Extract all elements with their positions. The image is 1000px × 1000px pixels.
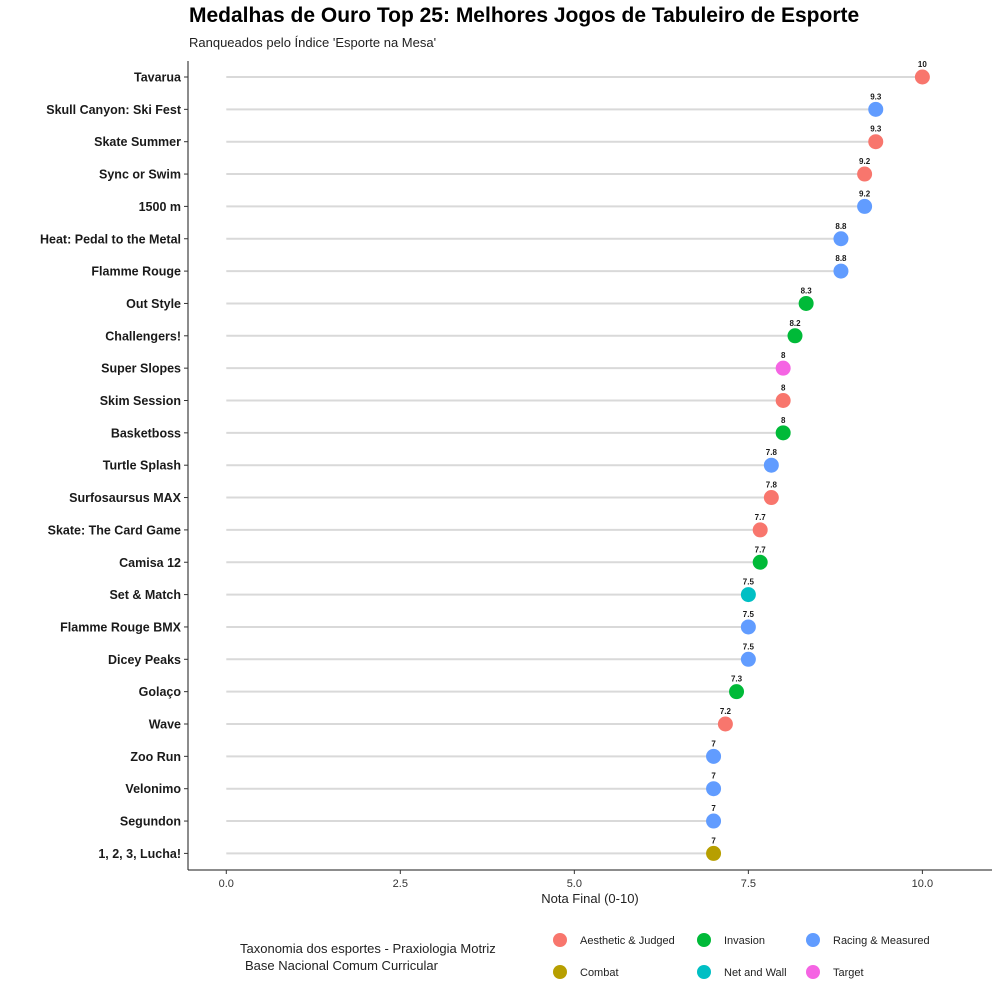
category-label: Flamme Rouge BMX <box>60 620 182 634</box>
data-point <box>798 295 814 311</box>
data-label: 7.7 <box>755 545 767 554</box>
category-label: 1500 m <box>139 200 181 214</box>
category-label: Turtle Splash <box>103 459 181 473</box>
data-label: 8 <box>781 416 786 425</box>
category-label: Out Style <box>126 297 181 311</box>
x-tick-label: 5.0 <box>567 878 582 890</box>
data-point <box>787 328 803 344</box>
data-label: 7 <box>711 772 716 781</box>
category-label: Golaço <box>139 685 182 699</box>
data-label: 8 <box>781 351 786 360</box>
data-point <box>775 425 791 441</box>
data-label: 9.3 <box>870 92 882 101</box>
category-label: Surfosaursus MAX <box>69 491 181 505</box>
data-point <box>833 263 849 279</box>
legend-key-racing <box>806 933 820 947</box>
data-point <box>775 393 791 408</box>
data-label: 7.5 <box>743 642 755 651</box>
legend-key-target <box>806 965 820 979</box>
category-label: Skate Summer <box>94 135 181 149</box>
data-label: 7.5 <box>743 610 755 619</box>
data-label: 7.8 <box>766 448 778 457</box>
legend-key-aesthetic <box>553 933 567 947</box>
legend-label-target: Target <box>833 967 864 979</box>
data-point <box>868 101 884 117</box>
x-tick-label: 7.5 <box>741 878 756 890</box>
legend-title-line-2: Base Nacional Comum Curricular <box>245 958 438 973</box>
category-label: Skim Session <box>100 394 181 408</box>
data-label: 8.8 <box>835 254 847 263</box>
category-label: Dicey Peaks <box>108 653 181 667</box>
category-label: Wave <box>149 718 181 732</box>
category-label: Skull Canyon: Ski Fest <box>46 103 182 117</box>
data-label: 8 <box>781 384 786 393</box>
data-point <box>740 619 756 635</box>
legend-label-invasion: Invasion <box>724 935 765 947</box>
data-point <box>706 813 722 829</box>
category-label: Sync or Swim <box>99 168 181 182</box>
legend-title-line-1: Taxonomia dos esportes - Praxiologia Mot… <box>240 941 496 956</box>
data-point <box>706 845 722 861</box>
category-label: Camisa 12 <box>119 556 181 570</box>
data-label: 8.2 <box>789 319 801 328</box>
data-point <box>868 134 884 150</box>
category-label: Segundon <box>120 815 181 829</box>
x-tick-label: 2.5 <box>393 878 408 890</box>
category-label: Set & Match <box>109 588 181 602</box>
data-label: 9.2 <box>859 157 871 166</box>
category-label: Heat: Pedal to the Metal <box>40 232 181 246</box>
legend-label-combat: Combat <box>580 967 619 979</box>
category-label: Challengers! <box>105 329 181 343</box>
category-label: Tavarua <box>134 71 182 85</box>
chart-subtitle: Ranqueados pelo Índice 'Esporte na Mesa' <box>189 35 437 50</box>
legend-key-combat <box>553 965 567 979</box>
legend-key-net-wall <box>697 965 711 979</box>
data-point <box>763 490 779 506</box>
category-label: Skate: The Card Game <box>48 523 181 537</box>
category-label: Basketboss <box>111 426 181 440</box>
data-point <box>833 231 849 247</box>
category-label: Super Slopes <box>101 362 181 376</box>
data-point <box>752 522 768 538</box>
x-axis-title: Nota Final (0-10) <box>541 891 639 906</box>
legend-label-racing: Racing & Measured <box>833 935 930 947</box>
data-label: 9.2 <box>859 189 871 198</box>
data-label: 7.8 <box>766 481 778 490</box>
data-point <box>914 69 930 85</box>
category-label: Zoo Run <box>130 750 181 764</box>
data-label: 7.5 <box>743 578 755 587</box>
data-label: 7 <box>711 836 716 845</box>
data-point <box>740 651 756 667</box>
data-label: 7.7 <box>755 513 767 522</box>
data-point <box>775 360 791 376</box>
category-label: 1, 2, 3, Lucha! <box>98 847 181 861</box>
category-label: Velonimo <box>125 782 181 796</box>
data-point <box>857 166 873 182</box>
data-label: 8.8 <box>835 222 847 231</box>
data-point <box>857 198 873 214</box>
data-label: 8.3 <box>801 286 813 295</box>
data-point <box>706 781 722 797</box>
data-label: 7.3 <box>731 675 743 684</box>
data-point <box>752 554 768 570</box>
legend-label-net-wall: Net and Wall <box>724 967 787 979</box>
data-label: 9.3 <box>870 125 882 134</box>
data-label: 10 <box>918 60 927 69</box>
data-label: 7 <box>711 739 716 748</box>
x-tick-label: 10.0 <box>912 878 933 890</box>
chart-title: Medalhas de Ouro Top 25: Melhores Jogos … <box>189 4 860 27</box>
legend-label-aesthetic: Aesthetic & Judged <box>580 935 675 947</box>
data-point <box>729 684 745 700</box>
data-point <box>717 716 733 732</box>
data-label: 7 <box>711 804 716 813</box>
category-label: Flamme Rouge <box>91 265 181 279</box>
x-tick-label: 0.0 <box>219 878 234 890</box>
data-point <box>763 457 779 473</box>
data-label: 7.2 <box>720 707 732 716</box>
data-point <box>706 748 722 764</box>
legend-title: Taxonomia dos esportes - Praxiologia Mot… <box>240 940 496 974</box>
legend-key-invasion <box>697 933 711 947</box>
data-point <box>740 587 756 603</box>
